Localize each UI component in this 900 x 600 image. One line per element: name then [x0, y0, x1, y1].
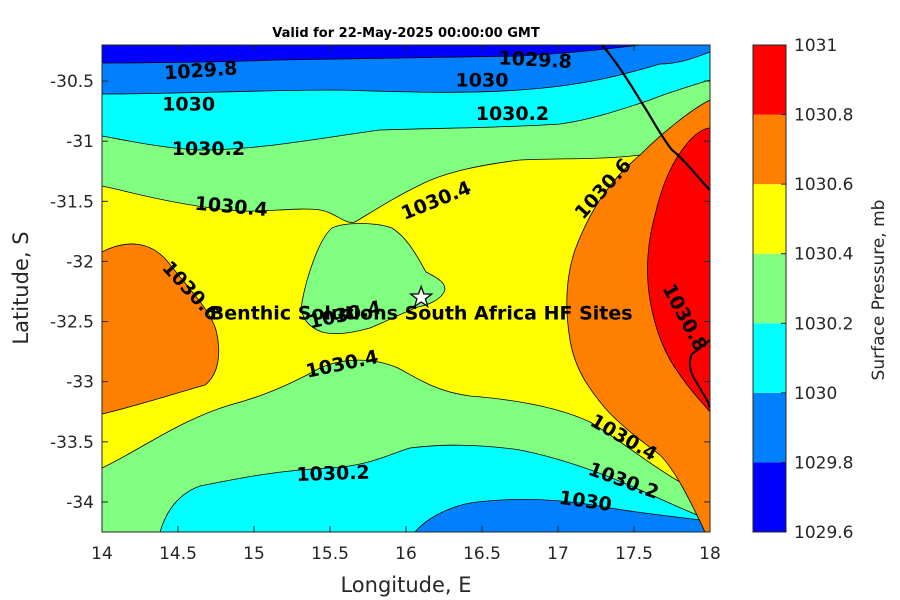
y-tick-label: -34 — [66, 493, 94, 513]
y-tick-label: -31.5 — [50, 192, 94, 212]
colorbar-tick-label: 1030 — [794, 384, 837, 404]
colorbar-segment — [753, 45, 786, 115]
x-tick-label: 18 — [699, 544, 721, 564]
contour-label: 1029.8 — [163, 57, 238, 84]
x-tick-label: 14 — [91, 544, 113, 564]
colorbar-tick-label: 1029.8 — [794, 453, 853, 473]
y-axis-ticks: -30.5 -31 -31.5 -32 -32.5 -33 -33.5 -34 — [50, 72, 710, 513]
colorbar-tick-label: 1031 — [794, 36, 837, 56]
colorbar-segment — [753, 184, 786, 254]
colorbar-segment — [753, 462, 786, 532]
colorbar-segment — [753, 114, 786, 185]
band-1030-6-west — [102, 243, 220, 415]
x-tick-label: 15 — [243, 544, 265, 564]
y-tick-label: -32.5 — [50, 313, 94, 333]
chart-title: Valid for 22-May-2025 00:00:00 GMT — [272, 26, 540, 41]
site-star-icon — [408, 284, 434, 308]
band-1029-6-north — [102, 45, 641, 64]
colorbar-tick-label: 1029.6 — [794, 523, 853, 543]
contour-label: 1030.2 — [172, 138, 245, 160]
contour-label: 1030.2 — [476, 103, 549, 125]
x-tick-label: 14.5 — [159, 544, 197, 564]
band-1030-8-east — [647, 127, 710, 413]
y-tick-label: -32 — [66, 252, 94, 272]
contour-label: 1030 — [162, 94, 215, 116]
colorbar-label: Surface Pressure, mb — [869, 200, 889, 381]
contour-field — [102, 45, 710, 532]
colorbar-tick-label: 1030.6 — [794, 175, 853, 195]
coastline-south — [688, 339, 710, 409]
colorbar-segment — [753, 253, 786, 324]
band-1029-8-south — [414, 499, 710, 532]
band-1030-2-central — [301, 223, 446, 335]
x-axis-label: Longitude, E — [340, 573, 471, 597]
colorbar-tick-label: 1030.4 — [794, 245, 853, 265]
colorbar-segment — [753, 392, 786, 463]
site-markers: Benthic Solutions South Africa HF Sites — [210, 284, 633, 325]
site-label: Benthic Solutions South Africa HF Sites — [210, 303, 633, 325]
colorbar: 1029.6 1029.8 1030 1030.2 1030.4 1030.6 1030.8… — [752, 36, 853, 543]
contour-label: 1029.8 — [498, 47, 572, 73]
x-tick-label: 15.5 — [311, 544, 349, 564]
contour-label: 1030 — [456, 70, 509, 92]
x-tick-label: 17.5 — [615, 544, 653, 564]
x-tick-label: 16 — [395, 544, 417, 564]
y-tick-label: -30.5 — [50, 72, 94, 92]
colorbar-tick-label: 1030.8 — [794, 106, 853, 126]
x-tick-label: 17 — [547, 544, 569, 564]
y-axis-label: Latitude, S — [9, 231, 33, 344]
colorbar-tick-label: 1030.2 — [794, 314, 853, 334]
colorbar-frame — [752, 44, 787, 533]
contour-label: 1030.2 — [296, 462, 370, 487]
y-tick-label: -33.5 — [50, 433, 94, 453]
x-axis-ticks: 14 14.5 15 15.5 16 16.5 17 17.5 18 — [91, 45, 721, 564]
y-tick-label: -31 — [66, 132, 94, 152]
coastline — [601, 45, 710, 191]
x-tick-label: 16.5 — [463, 544, 501, 564]
y-tick-label: -33 — [66, 373, 94, 393]
colorbar-segment — [753, 323, 786, 393]
